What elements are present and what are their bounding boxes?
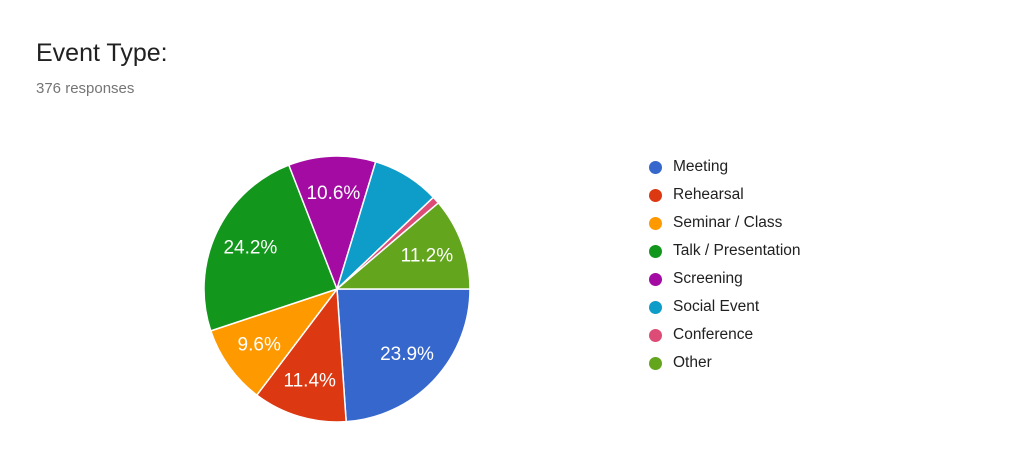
legend-item-talk-presentation: Talk / Presentation <box>649 237 801 265</box>
slice-percent-label: 10.6% <box>306 183 360 204</box>
legend-label: Social Event <box>673 298 760 315</box>
slice-percent-label: 23.9% <box>380 344 434 365</box>
legend-dot-icon <box>649 272 662 286</box>
legend-dot-icon <box>649 216 662 230</box>
response-count: 376 responses <box>36 80 135 97</box>
legend-dot-icon <box>649 188 662 202</box>
legend-item-other: Other <box>649 349 801 377</box>
legend-item-rehearsal: Rehearsal <box>649 181 801 209</box>
legend-label: Talk / Presentation <box>673 242 801 259</box>
legend-label: Screening <box>673 270 743 287</box>
pie-slice-other[interactable] <box>336 202 471 290</box>
legend-dot-icon <box>649 160 662 174</box>
legend-label: Other <box>673 354 712 371</box>
pie-slice-meeting[interactable] <box>336 288 471 423</box>
pie-slice-talk-presentation[interactable] <box>203 164 338 332</box>
legend-item-meeting: Meeting <box>649 153 801 181</box>
legend-item-seminar-class: Seminar / Class <box>649 209 801 237</box>
legend-label: Seminar / Class <box>673 214 783 231</box>
legend-label: Conference <box>673 326 754 343</box>
legend-dot-icon <box>649 356 662 370</box>
pie-slice-seminar-class[interactable] <box>210 288 338 396</box>
slice-percent-label: 11.4% <box>283 370 336 391</box>
legend-dot-icon <box>649 244 662 258</box>
legend-label: Meeting <box>673 158 729 175</box>
legend-label: Rehearsal <box>673 186 744 203</box>
slice-percent-label: 11.2% <box>401 246 454 267</box>
legend-dot-icon <box>649 328 662 342</box>
slice-percent-label: 24.2% <box>223 238 277 259</box>
pie-slice-screening[interactable] <box>288 155 377 290</box>
legend-item-screening: Screening <box>649 265 801 293</box>
legend-item-conference: Conference <box>649 321 801 349</box>
page-title: Event Type: <box>36 39 168 67</box>
chart-legend: Meeting Rehearsal Seminar / Class Talk / Pr… <box>649 153 801 377</box>
slice-percent-label: 9.6% <box>238 334 281 355</box>
pie-slice-rehearsal[interactable] <box>256 288 347 423</box>
legend-item-social-event: Social Event <box>649 293 801 321</box>
legend-dot-icon <box>649 300 662 314</box>
